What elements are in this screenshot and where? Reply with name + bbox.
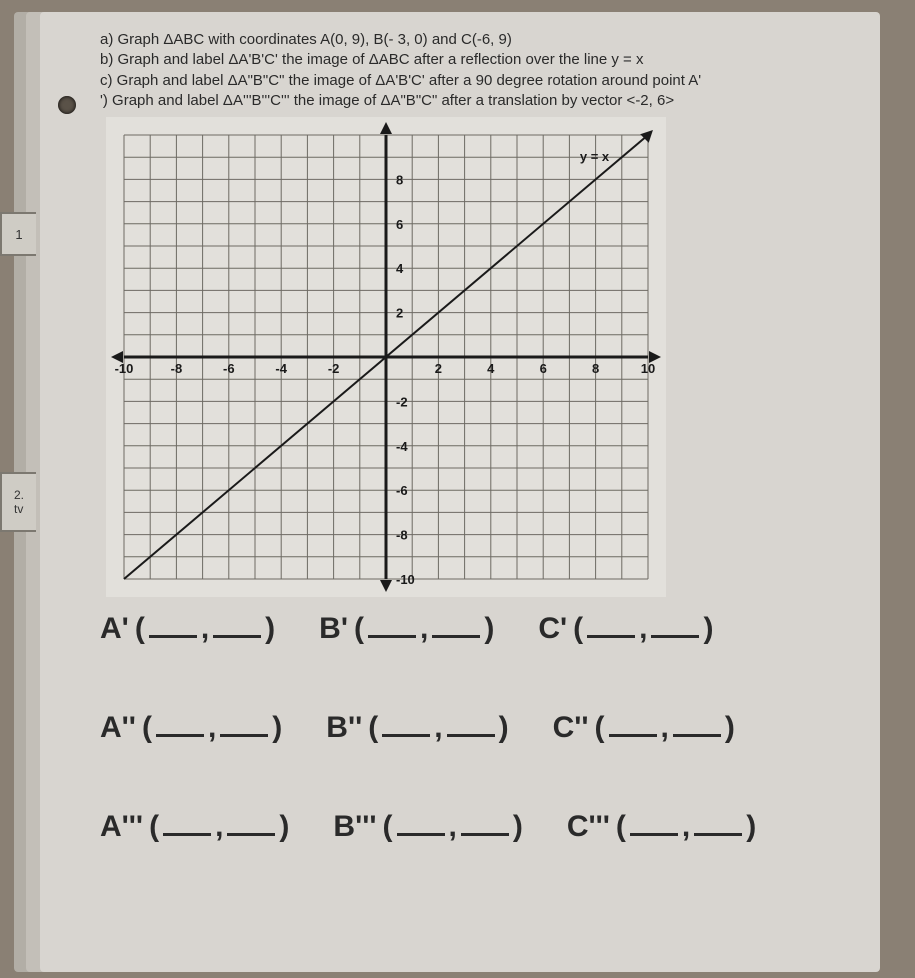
problem-b: b) Graph and label ΔA'B'C' the image of … [100,50,856,70]
svg-text:-10: -10 [396,572,415,587]
problem-list: a) Graph ΔABC with coordinates A(0, 9), … [100,30,856,111]
svg-text:4: 4 [487,361,495,376]
svg-text:-10: -10 [115,361,134,376]
svg-text:-8: -8 [171,361,183,376]
problem-c: c) Graph and label ΔA"B"C" the image of … [100,71,856,91]
svg-text:2: 2 [396,306,403,321]
page-tab-1: 1 [0,212,36,256]
svg-text:-4: -4 [396,439,408,454]
answer-blanks: A'(,) B'(,) C'(,) A''(,) B''(,) C''(,) A… [100,611,856,844]
blank-c-double-prime: C''(,) [553,710,735,745]
problem-d: ') Graph and label ΔA'''B'''C''' the ima… [100,91,856,111]
svg-text:8: 8 [592,361,599,376]
svg-text:6: 6 [396,217,403,232]
svg-text:4: 4 [396,261,404,276]
svg-text:8: 8 [396,172,403,187]
blank-b-prime: B'(,) [319,611,494,646]
answer-row-double-prime: A''(,) B''(,) C''(,) [100,710,856,745]
answer-row-prime: A'(,) B'(,) C'(,) [100,611,856,646]
blank-c-prime: C'(,) [538,611,713,646]
problem-a: a) Graph ΔABC with coordinates A(0, 9), … [100,30,856,50]
page-tab-2: 2. tv [0,472,36,532]
svg-text:10: 10 [641,361,655,376]
svg-text:-4: -4 [275,361,287,376]
svg-text:-8: -8 [396,528,408,543]
grid-svg: -10 -8 -6 -4 -2 2 4 6 8 10 -10 -8 -6 -4 -2 2 4 6 8 y = x [106,117,666,597]
worksheet-page: 1 2. tv a) Graph ΔABC with coordinates A… [40,12,880,972]
svg-text:6: 6 [540,361,547,376]
blank-a-prime: A'(,) [100,611,275,646]
svg-text:2: 2 [435,361,442,376]
answer-row-triple-prime: A'''(,) B'''(,) C'''(,) [100,809,856,844]
blank-a-double-prime: A''(,) [100,710,282,745]
svg-text:-6: -6 [223,361,235,376]
svg-text:-2: -2 [396,394,408,409]
blank-c-triple-prime: C'''(,) [567,809,756,844]
blank-a-triple-prime: A'''(,) [100,809,289,844]
blank-b-double-prime: B''(,) [326,710,508,745]
svg-text:-6: -6 [396,483,408,498]
svg-text:y = x: y = x [580,149,610,164]
blank-b-triple-prime: B'''(,) [333,809,522,844]
binder-hole [58,96,76,114]
svg-text:-2: -2 [328,361,340,376]
coordinate-grid: -10 -8 -6 -4 -2 2 4 6 8 10 -10 -8 -6 -4 -2 2 4 6 8 y = x [106,117,666,597]
